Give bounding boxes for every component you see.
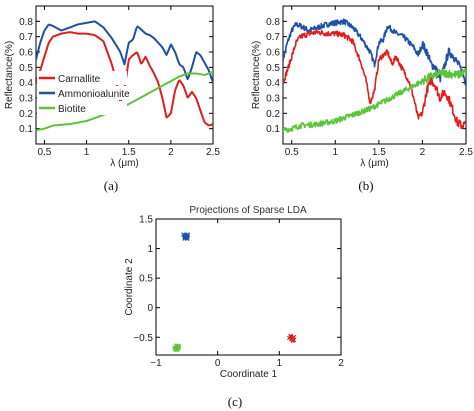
panel-c-ytick-label: −0.5 bbox=[133, 333, 153, 344]
panel-c-xtick-label: 1 bbox=[277, 358, 283, 369]
panel-b-ytick-label: 0.2 bbox=[266, 109, 280, 120]
panel-a-ytick-label: 0.3 bbox=[19, 94, 33, 105]
panel-a-ytick-label: 0.1 bbox=[19, 124, 33, 135]
panel-a-y-axis-label: Reflectance(%) bbox=[4, 41, 15, 109]
panel-a-ytick-label: 0.4 bbox=[19, 78, 33, 89]
scatter-mark bbox=[173, 345, 179, 350]
panel-b-xtick-label: 2 bbox=[420, 147, 426, 158]
panel-b-xtick-label: 1.5 bbox=[372, 147, 386, 158]
panel-b-ytick-label: 0.3 bbox=[266, 94, 280, 105]
panel-c-plot-frame bbox=[155, 218, 342, 356]
panel-a-series-line-ammonioalunite bbox=[36, 20, 213, 84]
panel-a-xtick-label: 2.5 bbox=[206, 147, 220, 158]
chart-title: Projections of Sparse LDA bbox=[189, 205, 307, 216]
panel-b-series-line-1 bbox=[283, 18, 466, 86]
panel-a-xtick-label: 0.5 bbox=[37, 147, 51, 158]
panel-b-ytick-label: 0.4 bbox=[266, 78, 280, 89]
legend-bg bbox=[37, 101, 127, 115]
panel-c-ytick-label: 0 bbox=[147, 303, 153, 314]
legend-bg bbox=[37, 86, 127, 100]
panel-a-ytick-label: 0.7 bbox=[19, 32, 33, 43]
panel-b-x-axis-label: λ (μm) bbox=[360, 158, 389, 169]
panel-c-scatter: −1 0 1 2 −0.5 0 0.5 1 1.5 Coordinate 1 Coordinate … bbox=[124, 215, 344, 381]
panel-b-ytick-label: 0.8 bbox=[266, 17, 280, 28]
panel-b-ytick-label: 0.7 bbox=[266, 32, 280, 43]
panel-a-xtick-label: 2 bbox=[168, 147, 174, 158]
panel-a-spectra: 0.5 1 1.5 2 2.5 0.1 0.2 0.3 0.4 0.5 0.6 0.7 0.8 λ (μm… bbox=[4, 5, 220, 169]
legend: Carnallite Ammonioalunite Biotite bbox=[37, 71, 130, 115]
panel-a-ytick-label: 0.2 bbox=[19, 109, 33, 120]
panel-b-ytick-label: 0.6 bbox=[266, 48, 280, 59]
legend-bg bbox=[37, 71, 127, 85]
panel-a-xtick-label: 1.5 bbox=[122, 147, 136, 158]
panel-b-spectra: 0.5 1 1.5 2 2.5 0.1 0.2 0.3 0.4 0.5 0.6 0.7 0.8 λ (μm… bbox=[251, 5, 473, 169]
panel-c-xtick-label: −1 bbox=[150, 358, 162, 369]
panel-c-xtick-label: 2 bbox=[338, 358, 344, 369]
caption-b: (b) bbox=[358, 178, 373, 193]
legend-label-carnallite: Carnallite bbox=[58, 74, 101, 85]
panel-a-xtick-label: 1 bbox=[84, 147, 90, 158]
scatter-mark bbox=[288, 334, 294, 340]
panel-b-series-line-2 bbox=[283, 29, 466, 130]
panel-b-ytick-label: 0.5 bbox=[266, 63, 280, 74]
scatter-point-3 bbox=[172, 343, 182, 353]
legend-label-biotite: Biotite bbox=[58, 104, 86, 115]
caption-c: (c) bbox=[228, 394, 242, 409]
scatter-mark bbox=[291, 337, 296, 342]
panel-c-ytick-label: 1 bbox=[147, 244, 153, 255]
panel-a-x-axis-label: λ (μm) bbox=[110, 158, 139, 169]
scatter-mark bbox=[289, 336, 294, 341]
panel-a-ytick-label: 0.6 bbox=[19, 48, 33, 59]
panel-b-xtick-label: 1 bbox=[333, 147, 339, 158]
panel-c-x-axis-label: Coordinate 1 bbox=[220, 369, 278, 380]
panel-a-ytick-label: 0.5 bbox=[19, 63, 33, 74]
scatter-point-1 bbox=[181, 232, 191, 242]
panel-b-xtick-label: 2.5 bbox=[459, 147, 473, 158]
scatter-mark bbox=[182, 235, 187, 240]
caption-a: (a) bbox=[104, 178, 118, 193]
panel-b-ytick-label: 0.1 bbox=[266, 124, 280, 135]
panel-c-y-axis-label: Coordinate 2 bbox=[124, 258, 135, 316]
legend-label-ammonioalunite: Ammonioalunite bbox=[58, 89, 130, 100]
panel-c-ytick-label: 0.5 bbox=[139, 274, 153, 285]
panel-c-ytick-label: 1.5 bbox=[139, 215, 153, 226]
panel-b-y-axis-label: Reflectance(%) bbox=[251, 41, 262, 109]
panel-b-series-group bbox=[283, 18, 466, 134]
panel-c-xtick-label: 0 bbox=[215, 358, 221, 369]
scatter-point-2 bbox=[287, 333, 297, 344]
panel-b-xtick-label: 0.5 bbox=[285, 147, 299, 158]
scatter-mark bbox=[185, 234, 190, 239]
panel-b-series-line-3 bbox=[283, 68, 466, 134]
panel-a-ytick-label: 0.8 bbox=[19, 17, 33, 28]
scatter-mark bbox=[181, 232, 186, 237]
